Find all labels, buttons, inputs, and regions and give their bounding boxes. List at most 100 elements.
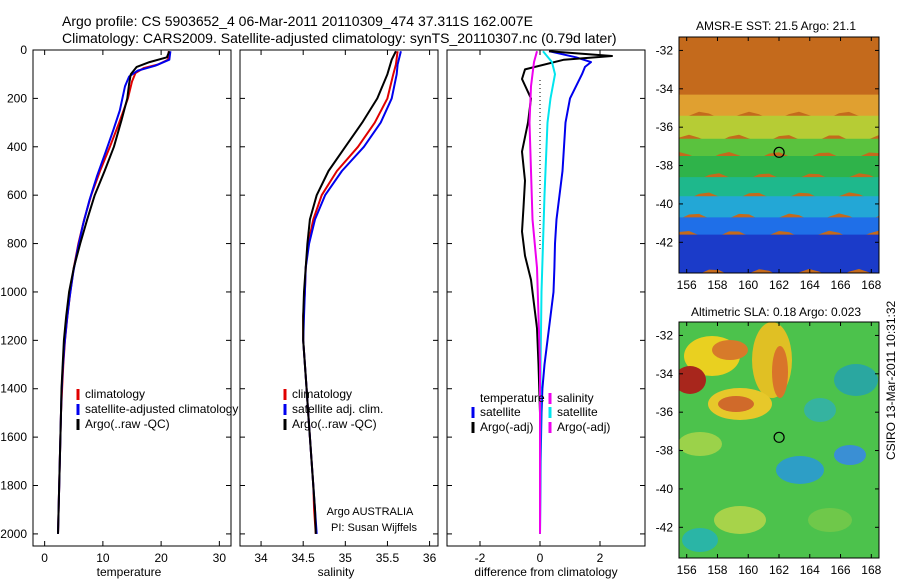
x-tick-label: 34 — [254, 551, 268, 565]
map-x-tick-label: 160 — [738, 278, 758, 292]
sst-map-ticks: 156 158 160 162 164 166 168 -32 -34 -36 -38 -40 -42 — [656, 37, 882, 292]
series-line-satellite — [539, 50, 556, 534]
difference-ticks: -2 0 2 — [447, 49, 645, 565]
temperature-axes-frame — [32, 49, 232, 547]
sla-anomaly-blob — [682, 528, 718, 552]
map-x-tick-label: 166 — [831, 278, 851, 292]
sla-anomaly-blob — [679, 366, 706, 394]
x-tick-label: 34.5 — [292, 551, 316, 565]
map-y-tick-label: -42 — [656, 235, 674, 249]
map-y-tick-label: -40 — [656, 482, 674, 496]
sla-anomaly-blob — [718, 396, 754, 412]
legend-label: satellite — [480, 405, 521, 419]
difference-axes-frame — [446, 49, 646, 547]
map-x-tick-label: 168 — [861, 563, 881, 577]
figure-title-line-2: Climatology: CARS2009. Satellite-adjuste… — [62, 30, 617, 46]
legend-label: Argo(..raw -QC) — [85, 417, 170, 431]
sla-anomaly-blob — [776, 456, 824, 484]
argo-float-marker — [773, 146, 785, 158]
map-y-tick-label: -40 — [656, 197, 674, 211]
legend-label: Argo(-adj) — [557, 420, 610, 434]
x-tick-label: 0 — [41, 551, 48, 565]
map-x-tick-label: 166 — [831, 563, 851, 577]
map-y-tick-label: -38 — [656, 444, 674, 458]
sst-color-band — [679, 156, 879, 182]
x-tick-label: 35.5 — [376, 551, 400, 565]
sla-anomaly-blob — [834, 445, 866, 465]
y-tick-label: 600 — [7, 188, 27, 202]
y-tick-label: 1400 — [0, 382, 27, 396]
legend-label: climatology — [85, 387, 145, 401]
side-timestamp: CSIRO 13-Mar-2011 10:31:32 — [884, 300, 898, 460]
legend-label: satellite — [557, 405, 598, 419]
map-x-tick-label: 156 — [677, 278, 697, 292]
map-y-tick-label: -38 — [656, 159, 674, 173]
sla-map-ticks: 156 158 160 162 164 166 168 -32 -34 -36 -38 -40 -42 — [656, 322, 882, 577]
x-tick-label: 30 — [213, 551, 227, 565]
sla-anomaly-blob — [679, 432, 722, 456]
x-tick-label: 35 — [339, 551, 353, 565]
sst-color-band — [679, 177, 879, 201]
salinity-ticks: 34 34.5 35 35.5 36 — [240, 49, 438, 565]
y-tick-label: 400 — [7, 140, 27, 154]
map-y-tick-label: -32 — [656, 328, 674, 342]
x-tick-label: 0 — [537, 551, 544, 565]
sst-color-band — [679, 37, 879, 99]
map-x-tick-label: 168 — [861, 278, 881, 292]
map-y-tick-label: -32 — [656, 43, 674, 57]
temperature-xlabel: temperature — [97, 565, 162, 579]
series-line-argo-raw-qc- — [302, 50, 397, 534]
x-tick-label: 20 — [154, 551, 168, 565]
map-x-tick-label: 162 — [769, 563, 789, 577]
sst-color-band — [679, 217, 879, 239]
sst-color-band — [679, 234, 879, 273]
sla-anomaly-blob — [808, 508, 852, 532]
map-x-tick-label: 164 — [800, 278, 820, 292]
y-tick-label: 1600 — [0, 430, 27, 444]
y-tick-label: 1000 — [0, 285, 27, 299]
x-tick-label: 2 — [597, 551, 604, 565]
sla-map-title: Altimetric SLA: 0.18 Argo: 0.023 — [691, 305, 861, 319]
series-line-argo-adj- — [528, 50, 541, 534]
map-y-tick-label: -42 — [656, 520, 674, 534]
sla-anomaly-blob — [804, 398, 836, 422]
temperature-ticks: 0 10 20 30 0 200 400 600 800 1000 1200 1400 1600 1800… — [0, 43, 231, 565]
map-x-tick-label: 164 — [800, 563, 820, 577]
series-line-argo-adj- — [521, 50, 613, 534]
map-x-tick-label: 160 — [738, 563, 758, 577]
legend-label: climatology — [292, 387, 352, 401]
y-tick-label: 200 — [7, 91, 27, 105]
argo-float-marker — [773, 431, 785, 443]
series-line-argo-raw-qc- — [57, 50, 171, 534]
temperature-lines — [57, 50, 172, 534]
sst-map-title: AMSR-E SST: 21.5 Argo: 21.1 — [696, 19, 856, 33]
sla-map-panel: Altimetric SLA: 0.18 Argo: 0.023 156 158 1… — [656, 305, 882, 577]
map-y-tick-label: -36 — [656, 120, 674, 134]
legend-label: satellite adj. clim. — [292, 402, 383, 416]
y-tick-label: 2000 — [0, 527, 27, 541]
legend-group-title: salinity — [557, 391, 594, 405]
map-y-tick-label: -34 — [656, 367, 674, 381]
sst-color-band — [679, 138, 879, 160]
sla-anomaly-blob — [772, 346, 788, 398]
x-tick-label: -2 — [475, 551, 486, 565]
salinity-annotation-line-2: PI: Susan Wijffels — [331, 522, 417, 534]
sla-anomaly-blob — [714, 506, 766, 534]
y-tick-label: 0 — [20, 43, 27, 57]
map-x-tick-label: 162 — [769, 278, 789, 292]
sla-anomaly-blob — [712, 340, 748, 360]
x-tick-label: 36 — [423, 551, 437, 565]
sla-map-field — [679, 322, 879, 558]
salinity-annotation-line-1: Argo AUSTRALIA — [327, 506, 414, 518]
y-tick-label: 1200 — [0, 333, 27, 347]
salinity-lines — [302, 50, 402, 534]
sst-color-band — [679, 115, 879, 143]
series-line-satellite — [539, 50, 592, 534]
sst-color-band — [679, 94, 879, 120]
legend-group-title: temperature — [480, 391, 545, 405]
map-y-tick-label: -34 — [656, 82, 674, 96]
